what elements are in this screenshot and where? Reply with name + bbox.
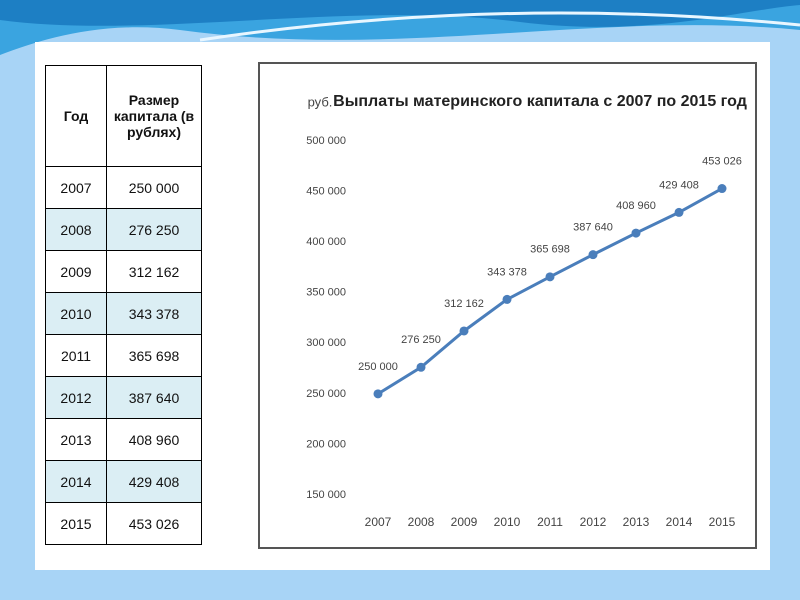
table-row: 2007 250 000 bbox=[45, 166, 202, 209]
header-cell: Размер капитала (в рублях) bbox=[106, 65, 202, 167]
wave bbox=[0, 0, 800, 27]
x-tick-label: 2009 bbox=[451, 515, 478, 529]
table-row: 2008 276 250 bbox=[45, 208, 202, 251]
x-tick-label: 2010 bbox=[494, 515, 521, 529]
value-label: 365 698 bbox=[530, 244, 570, 256]
chart-border bbox=[258, 62, 757, 549]
value-label: 250 000 bbox=[358, 361, 398, 373]
table-row: 2011 365 698 bbox=[45, 334, 202, 377]
y-tick-label: 400 000 bbox=[306, 236, 346, 248]
table-cell: 453 026 bbox=[106, 502, 202, 545]
table-cell: 2013 bbox=[45, 418, 107, 461]
y-tick-label: 300 000 bbox=[306, 337, 346, 349]
table-cell: 343 378 bbox=[106, 292, 202, 335]
value-label: 408 960 bbox=[616, 200, 656, 212]
x-tick-label: 2014 bbox=[666, 515, 693, 529]
x-tick-label: 2015 bbox=[709, 515, 736, 529]
table-body: 2007 250 000 2008 276 250 2009 312 162 2010 343… bbox=[45, 166, 202, 545]
table-cell: 2012 bbox=[45, 376, 107, 419]
point bbox=[717, 184, 727, 194]
x-tick-label: 2012 bbox=[580, 515, 607, 529]
table-cell: 2010 bbox=[45, 292, 107, 335]
chart-title: Выплаты материнского капитала с 2007 по … bbox=[333, 93, 747, 110]
table-cell: 2008 bbox=[45, 208, 107, 251]
x-tick-label: 2007 bbox=[365, 515, 392, 529]
header-row: Год Размер капитала (в рублях) bbox=[45, 65, 202, 167]
table-row: 2015 453 026 bbox=[45, 502, 202, 545]
value-label: 387 640 bbox=[573, 222, 613, 234]
wave-line bbox=[199, 11, 800, 42]
point bbox=[459, 326, 469, 336]
table-cell: 2014 bbox=[45, 460, 107, 503]
y-tick-label: 350 000 bbox=[306, 287, 346, 299]
table-row: 2012 387 640 bbox=[45, 376, 202, 419]
table-row: 2014 429 408 bbox=[45, 460, 202, 503]
table-row: 2009 312 162 bbox=[45, 250, 202, 293]
table-cell: 2009 bbox=[45, 250, 107, 293]
chart: Выплаты материнского капитала с 2007 по … bbox=[258, 62, 757, 549]
value-label: 453 026 bbox=[702, 155, 742, 167]
point bbox=[588, 250, 598, 260]
table-cell: 2007 bbox=[45, 166, 107, 209]
point bbox=[373, 389, 383, 399]
table-cell: 312 162 bbox=[106, 250, 202, 293]
value-label: 343 378 bbox=[487, 266, 527, 278]
table-cell: 429 408 bbox=[106, 460, 202, 503]
table-cell: 387 640 bbox=[106, 376, 202, 419]
point bbox=[416, 362, 426, 372]
point bbox=[545, 272, 555, 282]
table-cell: 2015 bbox=[45, 502, 107, 545]
point bbox=[674, 207, 684, 217]
data-table: Год Размер капитала (в рублях) 2007 250 0… bbox=[45, 65, 202, 545]
x-tick-label: 2013 bbox=[623, 515, 650, 529]
table-cell: 365 698 bbox=[106, 334, 202, 377]
y-axis-label: руб. bbox=[308, 94, 333, 109]
y-tick-label: 150 000 bbox=[306, 489, 346, 501]
table-cell: 2011 bbox=[45, 334, 107, 377]
y-tick-label: 450 000 bbox=[306, 185, 346, 197]
x-tick-label: 2008 bbox=[408, 515, 435, 529]
point bbox=[631, 228, 641, 238]
value-label: 276 250 bbox=[401, 334, 441, 346]
y-tick-label: 200 000 bbox=[306, 438, 346, 450]
table-cell: 408 960 bbox=[106, 418, 202, 461]
table-row: 2010 343 378 bbox=[45, 292, 202, 335]
table-cell: 250 000 bbox=[106, 166, 202, 209]
table-cell: 276 250 bbox=[106, 208, 202, 251]
header-cell: Год bbox=[45, 65, 107, 167]
table-row: 2013 408 960 bbox=[45, 418, 202, 461]
value-label: 312 162 bbox=[444, 298, 484, 310]
y-tick-label: 250 000 bbox=[306, 388, 346, 400]
y-tick-label: 500 000 bbox=[306, 135, 346, 147]
value-label: 429 408 bbox=[659, 179, 699, 191]
x-tick-label: 2011 bbox=[537, 515, 563, 529]
point bbox=[502, 294, 512, 304]
